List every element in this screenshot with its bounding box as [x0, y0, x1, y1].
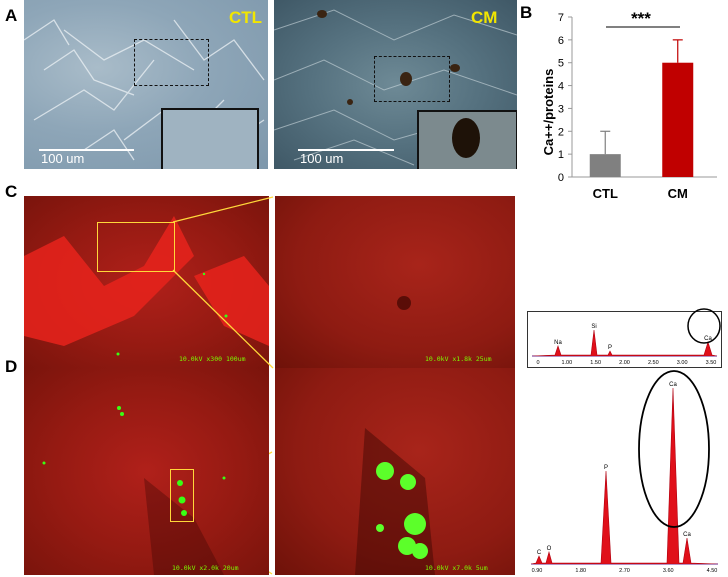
significance-marker: *** [631, 9, 651, 28]
zoom-region-box [374, 56, 450, 102]
peak-label: O [547, 546, 552, 552]
zoom-region-box [97, 222, 175, 272]
x-tick-label: 3.00 [677, 360, 688, 366]
x-tick-label: 2.70 [619, 568, 630, 574]
sem-info-text: 10.0kV x300 100um [179, 355, 246, 363]
zoom-region-box [134, 39, 209, 86]
bar-ctl [589, 154, 621, 177]
x-tick-label: 1.00 [561, 360, 572, 366]
sem-info-text: 10.0kV x7.0k 5um [425, 564, 488, 572]
x-tick-label: CM [668, 186, 688, 201]
bar-chart-calcium: 0 1 2 3 4 5 6 7 CTL CM Ca++/proteins *** [541, 9, 717, 201]
y-tick-label: 5 [558, 58, 564, 70]
micrograph-ctl: CTL 100 um [24, 0, 268, 169]
scale-bar [298, 149, 394, 151]
x-tick-label: 2.50 [648, 360, 659, 366]
panel-label-b: B [520, 3, 533, 22]
bar-cm [662, 62, 694, 177]
peak-label: Ca [669, 382, 677, 388]
spectrum-peaks [530, 387, 719, 565]
sem-info-text: 10.0kV x2.0k 20um [172, 564, 239, 572]
condition-tag-cm: CM [471, 8, 498, 27]
y-tick-label: 7 [558, 12, 564, 24]
sem-image-d-right: 10.0kV x7.0k 5um [275, 368, 515, 575]
y-tick-label: 2 [558, 126, 564, 138]
x-tick-label: 4.50 [707, 568, 718, 574]
sem-image-c-right: 10.0kV x1.8k 25um [275, 196, 515, 368]
peak-label: Na [554, 340, 562, 346]
y-tick-label: 3 [558, 103, 564, 115]
micrograph-cm: CM 100 um [274, 0, 517, 169]
inset-zoom [161, 108, 259, 169]
highlight-ellipse [638, 370, 710, 528]
x-tick-label: 1.80 [575, 568, 586, 574]
scale-label: 100 um [300, 151, 344, 166]
deposits [355, 428, 435, 575]
sem-image-d-left: 10.0kV x2.0k 20um [24, 368, 269, 575]
x-tick-label: 0 [536, 360, 539, 366]
scale-bar [39, 149, 134, 151]
peak-label: Ca [683, 532, 691, 538]
calcium-deposit [452, 118, 480, 158]
cell-texture [42, 406, 226, 575]
panel-label-c: C [5, 182, 18, 201]
zoom-region-box [170, 469, 194, 522]
y-tick-label: 4 [558, 81, 564, 93]
scale-label: 100 um [41, 151, 85, 166]
spectrum-peaks [531, 329, 718, 357]
peak-label: P [608, 345, 612, 351]
highlight-ellipse [687, 308, 721, 344]
sem-image-c-left: 10.0kV x300 100um [24, 196, 269, 368]
peak-label: P [604, 465, 608, 471]
x-tick-label: 2.00 [619, 360, 630, 366]
sem-info-text: 10.0kV x1.8k 25um [425, 355, 492, 363]
deposit [397, 296, 411, 310]
cell-texture [24, 216, 269, 356]
x-tick-label: 1.50 [590, 360, 601, 366]
y-tick-label: 1 [558, 149, 564, 161]
panel-label-d: D [5, 357, 18, 376]
y-axis-label: Ca++/proteins [541, 69, 556, 156]
x-tick-label: 3.50 [706, 360, 717, 366]
y-tick-label: 6 [558, 35, 564, 47]
peak-label: C [537, 550, 542, 556]
y-tick-label: 0 [558, 172, 564, 184]
x-tick-label: 0.90 [532, 568, 543, 574]
peak-label: Ca [704, 336, 712, 342]
peak-label: Si [591, 324, 596, 330]
panel-label-a: A [5, 6, 18, 25]
x-tick-label: 3.60 [663, 568, 674, 574]
condition-tag-ctl: CTL [229, 8, 263, 27]
x-tick-label: CTL [593, 186, 618, 201]
inset-zoom [417, 110, 517, 169]
eds-spectrum-d: CO P Ca Ca 0.90 1.80 2.70 3.60 4.50 [530, 382, 719, 574]
